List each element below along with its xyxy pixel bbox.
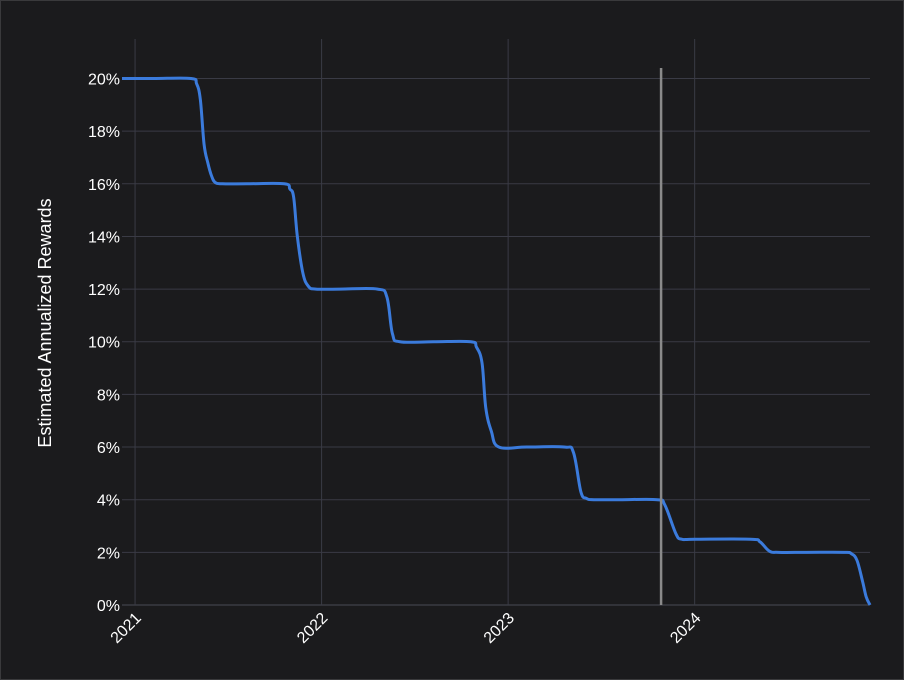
y-tick-label: 6%: [97, 440, 120, 457]
x-tick-label: 2023: [481, 610, 518, 647]
series-line: [122, 76, 872, 606]
x-gridlines: [134, 39, 696, 605]
x-tick-label: 2021: [108, 610, 145, 647]
y-tick-label: 10%: [88, 335, 120, 352]
x-tick-label: 2024: [667, 610, 704, 647]
x-tick-labels: 2021 2022 2023 2024: [108, 610, 705, 647]
y-gridlines: [122, 77, 870, 606]
y-tick-label: 16%: [88, 177, 120, 194]
y-tick-label: 4%: [97, 493, 120, 510]
y-tick-label: 0%: [97, 598, 120, 615]
y-tick-label: 14%: [88, 229, 120, 246]
y-tick-label: 8%: [97, 387, 120, 404]
y-tick-label: 18%: [88, 124, 120, 141]
y-tick-labels: 0% 2% 4% 6% 8% 10% 12% 14% 16% 18% 20%: [88, 71, 120, 615]
y-axis-title: Estimated Annualized Rewards: [35, 198, 55, 447]
y-tick-label: 2%: [97, 545, 120, 562]
y-tick-label: 12%: [88, 282, 120, 299]
x-tick-label: 2022: [294, 610, 331, 647]
y-tick-label: 20%: [88, 71, 120, 88]
